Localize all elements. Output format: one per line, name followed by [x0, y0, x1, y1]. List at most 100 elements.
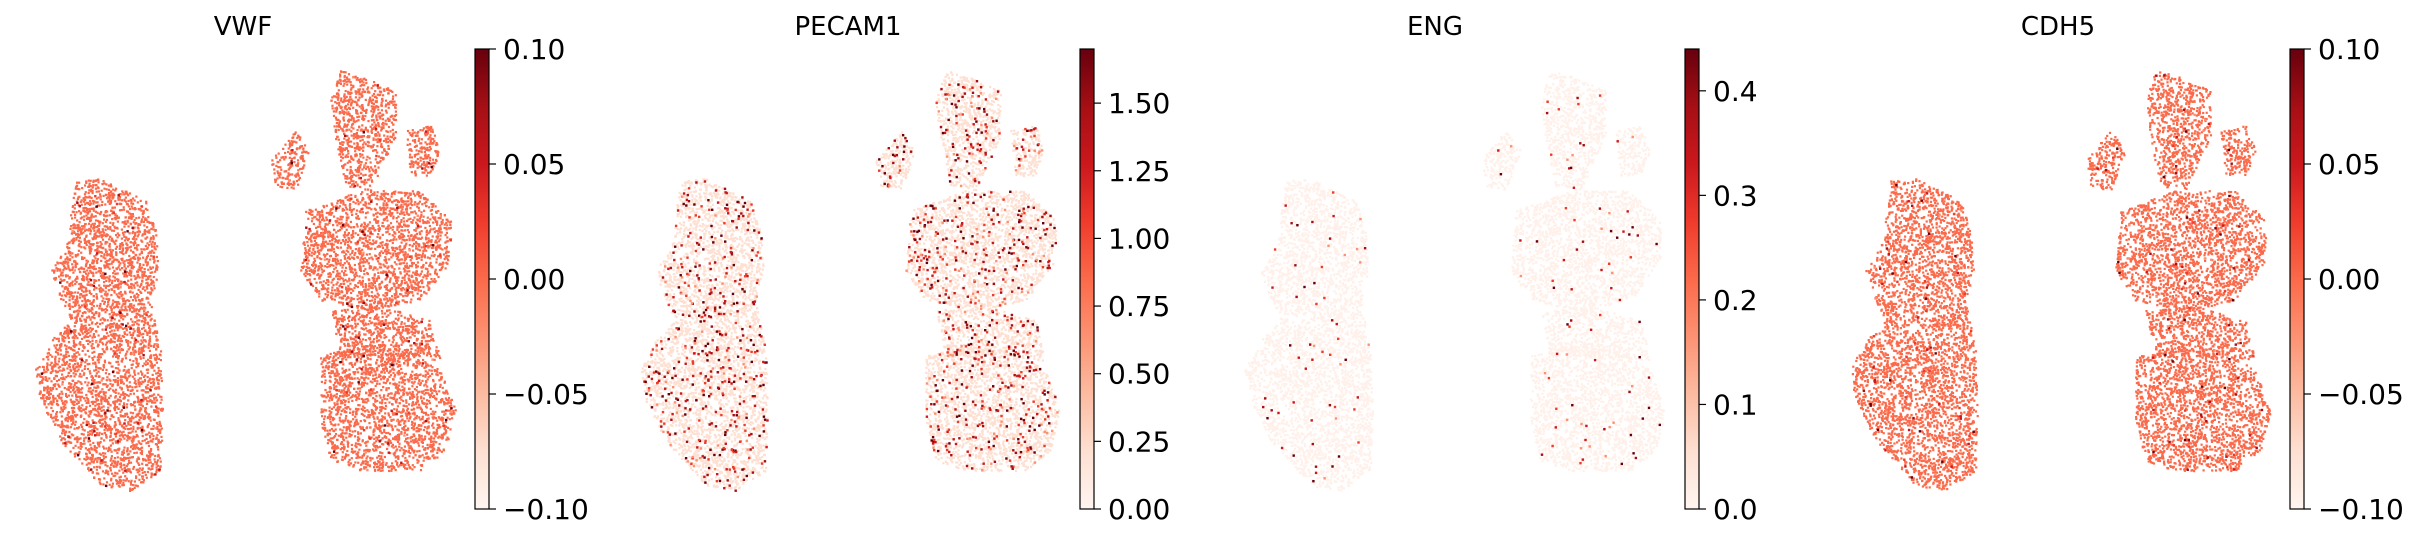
cell-point [96, 245, 98, 247]
cell-point [150, 272, 152, 274]
cell-point [112, 249, 114, 251]
cell-point [89, 220, 91, 222]
cell-point [87, 449, 89, 451]
cell-point [350, 119, 352, 121]
cell-point [97, 367, 99, 369]
cell-point [277, 161, 279, 163]
cell-point [362, 78, 364, 80]
cell-point [152, 241, 154, 243]
cell-point [365, 181, 367, 183]
cell-point [93, 347, 95, 349]
cell-point [147, 216, 149, 218]
cell-point [145, 245, 147, 247]
cell-point [127, 463, 129, 465]
cell-point [110, 294, 112, 296]
cell-point [87, 202, 89, 204]
cell-point [127, 248, 129, 250]
cell-point [160, 465, 162, 467]
cell-point [112, 196, 114, 198]
cell-point [419, 142, 421, 144]
cell-point [343, 85, 345, 87]
cell-point [429, 146, 431, 148]
cell-point [105, 251, 107, 253]
cell-point [156, 410, 158, 412]
cell-point [152, 280, 154, 282]
cell-point [120, 462, 122, 464]
cell-point [137, 413, 139, 415]
cell-point [424, 169, 426, 171]
cell-point [299, 177, 301, 179]
cell-point [388, 148, 390, 150]
cell-point [97, 247, 99, 249]
cell-point [61, 391, 63, 393]
cell-point [107, 340, 109, 342]
cell-point [337, 148, 339, 150]
cell-point [110, 191, 112, 193]
cell-point [114, 457, 116, 459]
cell-point [153, 245, 155, 247]
cell-point [130, 213, 132, 215]
cell-point [154, 243, 156, 245]
cell-point [127, 299, 129, 301]
cell-point [100, 338, 102, 340]
cell-point [118, 320, 120, 322]
cell-point [356, 137, 358, 139]
cell-point [147, 471, 149, 473]
cell-point [125, 292, 127, 294]
cell-point [152, 438, 154, 440]
cell-point [418, 209, 420, 211]
cell-point [134, 219, 136, 221]
cell-point [130, 200, 132, 202]
cell-point [347, 124, 349, 126]
cell-point [51, 269, 53, 271]
cell-point [350, 84, 352, 86]
cell-point [128, 205, 130, 207]
cell-point [336, 136, 338, 138]
cell-point [95, 211, 97, 213]
cell-point [141, 280, 143, 282]
cell-point [432, 159, 434, 161]
cell-point [125, 201, 127, 203]
cell-point [97, 403, 99, 405]
cell-point [40, 397, 42, 399]
cell-point [379, 117, 381, 119]
cell-point [100, 400, 102, 402]
cell-point [92, 409, 94, 411]
cell-point [119, 352, 121, 354]
cell-point [371, 87, 373, 89]
cell-point [52, 366, 54, 368]
cell-point [367, 86, 369, 88]
cell-point [73, 331, 75, 333]
cell-point [128, 306, 130, 308]
cell-point [92, 362, 94, 364]
cell-point [50, 380, 52, 382]
cell-point [115, 248, 117, 250]
cell-point [326, 263, 328, 265]
cell-point [371, 102, 373, 104]
cell-point [104, 429, 106, 431]
cell-point [118, 264, 120, 266]
cell-point [139, 266, 141, 268]
cell-point [342, 144, 344, 146]
cell-point [75, 322, 77, 324]
cell-point [141, 218, 143, 220]
cell-point [68, 372, 70, 374]
cell-point [53, 397, 55, 399]
cell-point [143, 210, 145, 212]
cell-point [377, 94, 379, 96]
cell-point [52, 395, 54, 397]
cell-point [137, 303, 139, 305]
cell-point [63, 267, 65, 269]
cell-point [368, 145, 370, 147]
cell-point [70, 391, 72, 393]
cell-point [70, 451, 72, 453]
cell-point [352, 107, 354, 109]
cell-point [357, 171, 359, 173]
cell-point [119, 482, 121, 484]
cell-point [157, 412, 159, 414]
cell-point [114, 306, 116, 308]
cell-point [52, 370, 54, 372]
cell-point [90, 319, 92, 321]
cell-point [128, 372, 130, 374]
cell-point [79, 267, 81, 269]
